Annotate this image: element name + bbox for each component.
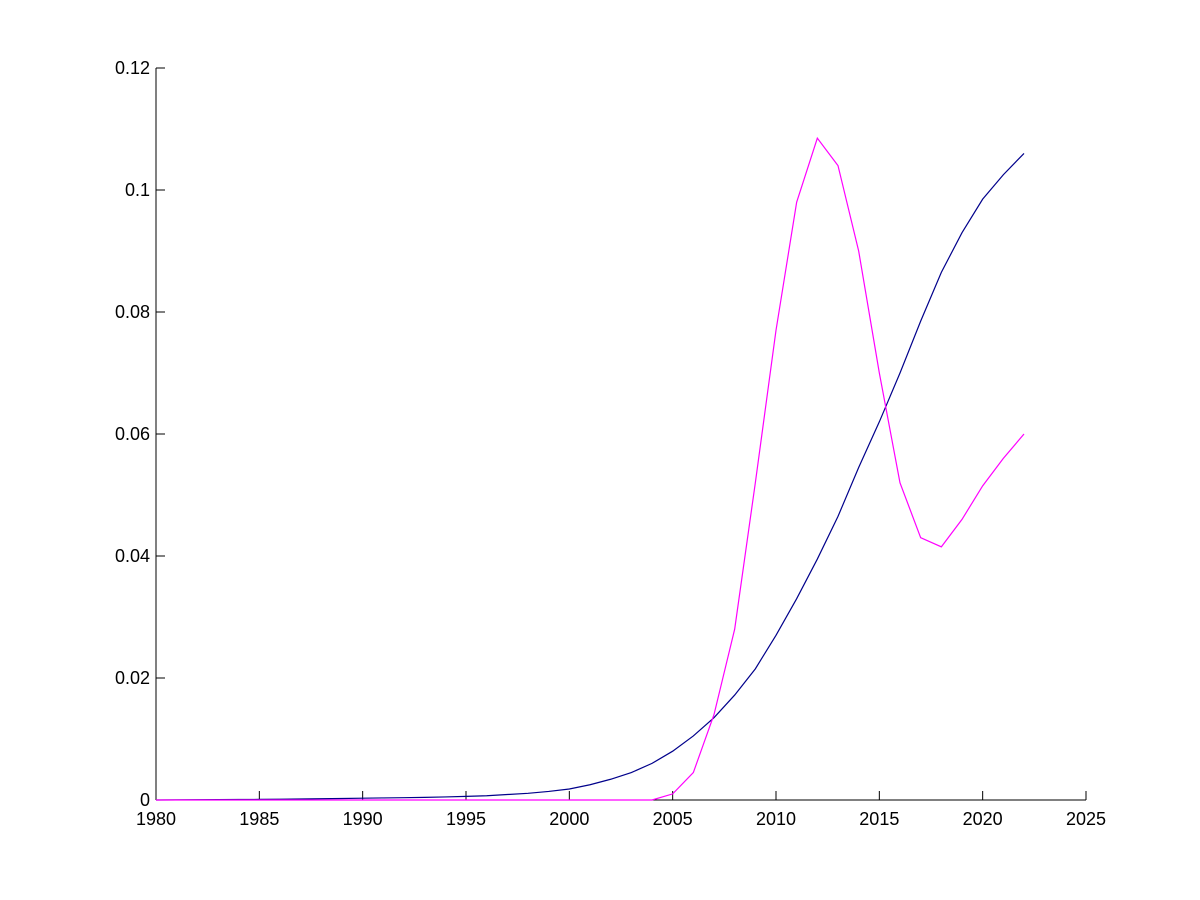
x-tick-label: 1985: [239, 809, 279, 829]
y-tick-label: 0.02: [115, 668, 150, 688]
x-tick-label: 2005: [653, 809, 693, 829]
x-tick-label: 1980: [136, 809, 176, 829]
x-tick-label: 1990: [343, 809, 383, 829]
x-tick-label: 1995: [446, 809, 486, 829]
x-tick-label: 2025: [1066, 809, 1106, 829]
line-series: [156, 136, 1025, 801]
y-tick-label: 0.08: [115, 302, 150, 322]
x-tick-label: 2000: [549, 809, 589, 829]
y-tick-label: 0.12: [115, 58, 150, 78]
x-tick-label: 2020: [963, 809, 1003, 829]
y-tick-label: 0.04: [115, 546, 150, 566]
y-tick-label: 0.1: [125, 180, 150, 200]
y-tick-label: 0: [140, 790, 150, 810]
x-tick-label: 2010: [756, 809, 796, 829]
y-tick-label: 0.06: [115, 424, 150, 444]
line-series: [155, 152, 1025, 801]
x-tick-label: 2015: [859, 809, 899, 829]
